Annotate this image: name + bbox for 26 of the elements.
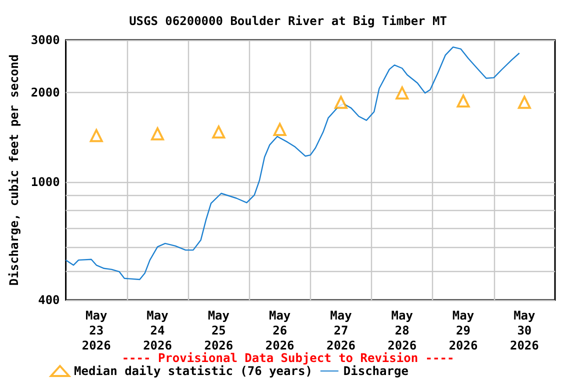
x-tick-label: May 29 2026 bbox=[448, 308, 478, 352]
x-tick-label: May 26 2026 bbox=[265, 308, 294, 352]
text: ---- Provisional Data Subject to Revision ---- bbox=[122, 351, 454, 365]
y-axis-title: Discharge, cubic feet per second bbox=[7, 54, 21, 286]
y-tick-label: 3000 bbox=[30, 33, 60, 47]
point bbox=[396, 86, 409, 100]
x-tick-label: May 23 2026 bbox=[82, 308, 111, 352]
x-tick-label: May 28 2026 bbox=[388, 308, 417, 352]
point bbox=[212, 126, 226, 139]
point bbox=[90, 129, 103, 142]
x-tick-label: May 25 2026 bbox=[204, 308, 234, 352]
point bbox=[518, 96, 531, 109]
legend-label: Median daily statistic (76 years) bbox=[74, 364, 312, 378]
chart-title: USGS 06200000 Boulder River at Big Timber MT bbox=[129, 14, 447, 28]
point bbox=[456, 94, 470, 108]
x-tick-label: May 24 2026 bbox=[143, 308, 172, 352]
y-tick-label: 1000 bbox=[30, 174, 60, 189]
y-tick-label: 400 bbox=[38, 293, 60, 307]
point bbox=[273, 122, 286, 136]
x-tick-label: May 27 2026 bbox=[326, 308, 356, 352]
x-tick-label: May 30 2026 bbox=[510, 308, 539, 352]
legend-label: Discharge bbox=[343, 364, 408, 378]
point bbox=[334, 96, 348, 109]
y-tick-label: 2000 bbox=[30, 85, 60, 100]
line-series bbox=[65, 46, 520, 280]
point bbox=[151, 127, 164, 140]
